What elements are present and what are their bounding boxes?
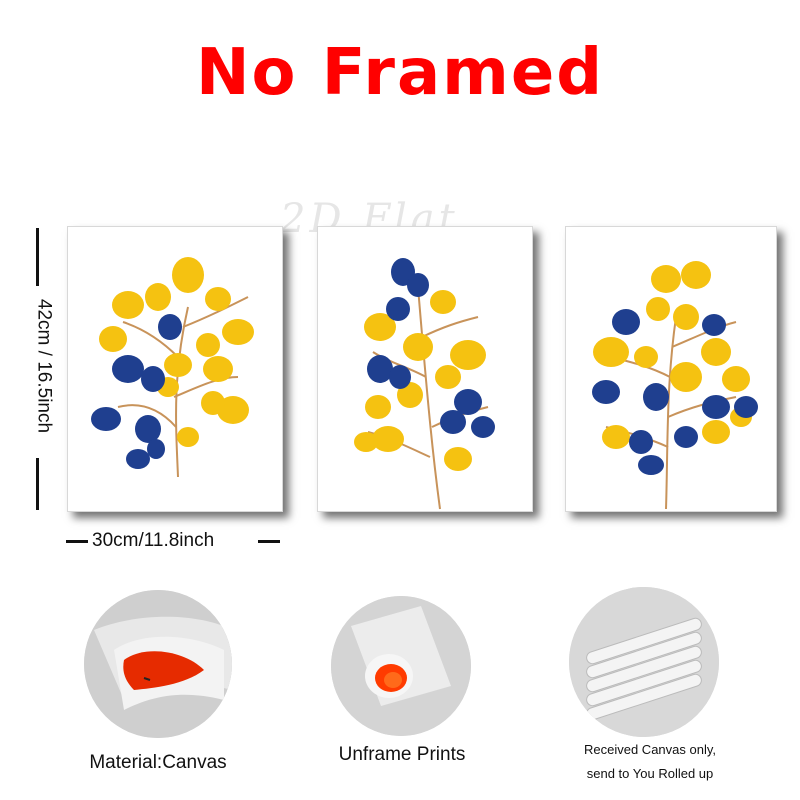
- canvas-roll-end-icon: [331, 596, 471, 736]
- print-right: [565, 226, 777, 512]
- height-dimension-line-bottom: [36, 458, 39, 510]
- detail-caption-material: Material:Canvas: [89, 752, 227, 773]
- print-left: [67, 226, 283, 512]
- detail-caption-received-line2: send to You Rolled up: [586, 766, 714, 781]
- detail-caption-unframe: Unframe Prints: [338, 744, 466, 765]
- print-middle: [317, 226, 533, 512]
- ginkgo-branch-middle-icon: [354, 258, 495, 510]
- ginkgo-branch-left-icon: [91, 257, 254, 478]
- rolled-tubes-icon: [569, 587, 719, 737]
- rolled-canvas-icon: [84, 590, 232, 738]
- width-dimension-line-left: [66, 540, 88, 543]
- height-dimension-label: 42cm / 16.5inch: [33, 298, 55, 434]
- ginkgo-branch-right-icon: [592, 261, 758, 510]
- height-dimension-line-top: [36, 228, 39, 286]
- width-dimension-label: 30cm/11.8inch: [92, 530, 215, 551]
- page-title: No Framed: [195, 36, 605, 110]
- width-dimension-line-right: [258, 540, 280, 543]
- detail-caption-received-line1: Received Canvas only,: [584, 742, 716, 757]
